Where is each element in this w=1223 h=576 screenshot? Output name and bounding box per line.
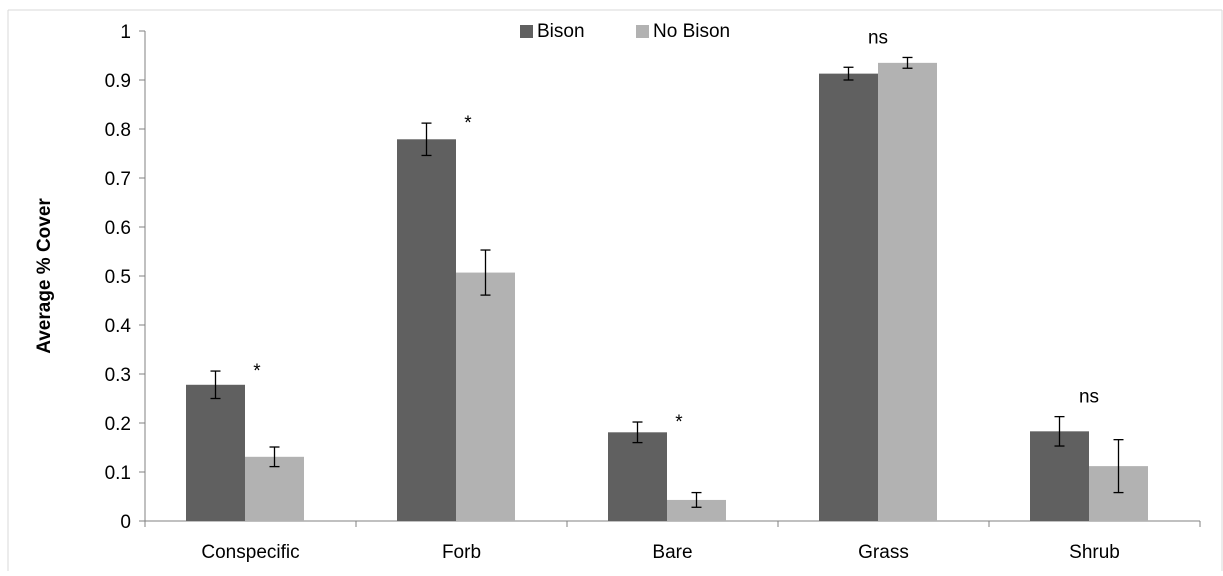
bar-bison: [608, 432, 667, 521]
y-tick-label: 0: [120, 512, 131, 533]
y-tick-label: 0.6: [105, 218, 131, 239]
x-category-label: Shrub: [1069, 542, 1120, 563]
bar-bison: [397, 139, 456, 522]
x-category-label: Conspecific: [201, 542, 299, 563]
legend-swatch: [636, 25, 649, 38]
significance-marker: ns: [868, 27, 888, 48]
y-tick-label: 0.3: [105, 365, 131, 386]
legend-label: Bison: [537, 21, 585, 42]
y-tick-label: 1: [120, 22, 131, 43]
bar-bison: [186, 384, 245, 521]
bar-no-bison: [667, 499, 726, 521]
axes: 0 0.1 0.2 0.3 0.4 0.5 0.6 0.7 0.8 0.9 1 Conspecific…: [7, 9, 1223, 571]
y-tick-label: 0.1: [105, 463, 131, 484]
error-bars: [210, 56, 1124, 508]
x-category-label: Grass: [858, 542, 909, 563]
y-tick-label: 0.8: [105, 120, 131, 141]
x-category-label: Bare: [652, 542, 692, 563]
significance-marker: *: [253, 361, 261, 382]
legend-swatch: [520, 25, 533, 38]
significance-marker: ns: [1079, 387, 1099, 408]
bar-no-bison: [245, 456, 304, 521]
significance-marker: *: [675, 412, 683, 433]
y-tick-label: 0.4: [105, 316, 132, 337]
y-tick-label: 0.7: [105, 169, 131, 190]
y-tick-label: 0.5: [105, 267, 131, 288]
y-tick-label: 0.2: [105, 414, 131, 435]
significance-annotations: * * * ns ns: [253, 27, 1099, 433]
bars: [186, 62, 1148, 522]
legend: Bison No Bison: [520, 21, 730, 42]
significance-marker: *: [464, 113, 472, 134]
legend-label: No Bison: [653, 21, 730, 42]
y-axis-label: Average % Cover: [34, 198, 55, 354]
bar-no-bison: [456, 272, 515, 521]
x-category-label: Forb: [442, 542, 481, 563]
y-tick-label: 0.9: [105, 71, 131, 92]
bar-bison: [819, 73, 878, 521]
bar-no-bison: [878, 62, 937, 521]
